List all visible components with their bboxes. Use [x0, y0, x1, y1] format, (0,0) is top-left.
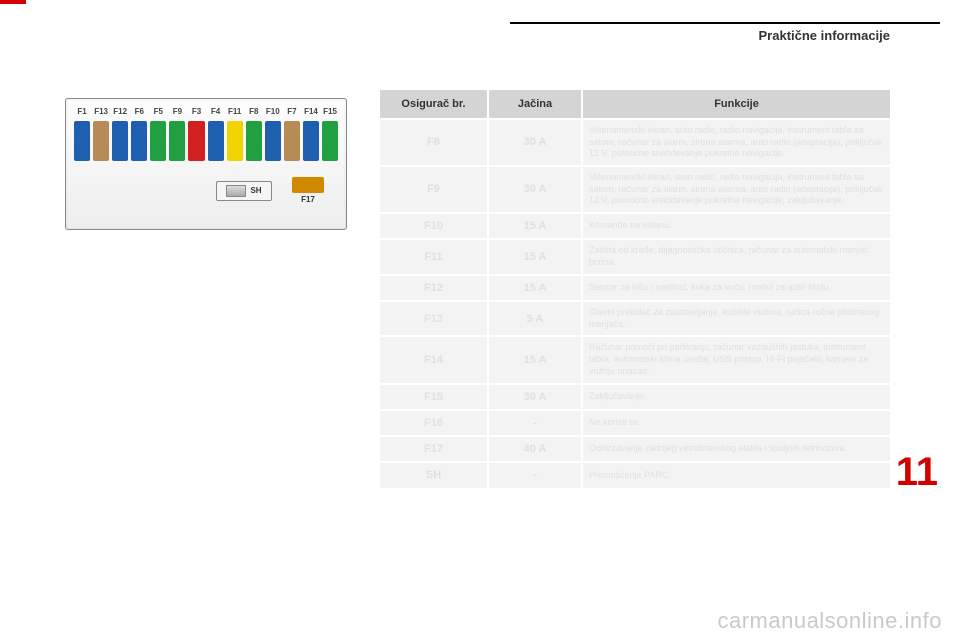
- fuse-label: F12: [112, 107, 128, 116]
- table-cell-function: Ne koristi se.: [583, 411, 890, 435]
- fuse-table: Osigurač br. Jačina Funkcije F830 AVišen…: [380, 90, 890, 490]
- table-row: F1015 AKomande na volanu.: [380, 214, 890, 238]
- table-cell-number: F9: [380, 167, 487, 212]
- table-cell-function: Odmrzavanje zadnjeg vetrobranskog stakla…: [583, 437, 890, 461]
- fuse-block: [265, 121, 281, 161]
- fuse-block: [208, 121, 224, 161]
- table-cell-rating: 15 A: [489, 240, 581, 273]
- table-row: F1415 ARačunar pomoći pri parkiranju, ra…: [380, 337, 890, 382]
- table-cell-rating: 30 A: [489, 120, 581, 165]
- table-row: F16-Ne koristi se.: [380, 411, 890, 435]
- table-row: F830 AVišenamenski ekran, auto radio, ra…: [380, 120, 890, 165]
- table-cell-number: F13: [380, 302, 487, 335]
- fuse-block: [74, 121, 90, 161]
- table-cell-rating: 30 A: [489, 167, 581, 212]
- table-cell-number: F14: [380, 337, 487, 382]
- table-cell-number: SH: [380, 463, 487, 487]
- table-cell-number: F16: [380, 411, 487, 435]
- table-cell-rating: 30 A: [489, 385, 581, 409]
- watermark-text: carmanualsonline.info: [717, 608, 942, 633]
- table-cell-function: Premošćenje PARC.: [583, 463, 890, 487]
- fuse-block: [246, 121, 262, 161]
- table-cell-rating: -: [489, 463, 581, 487]
- header-divider: [510, 22, 940, 24]
- fuse-label: F15: [322, 107, 338, 116]
- fuse-label: F1: [74, 107, 90, 116]
- table-cell-number: F12: [380, 276, 487, 300]
- table-row: SH-Premošćenje PARC.: [380, 463, 890, 487]
- table-cell-rating: 15 A: [489, 214, 581, 238]
- table-row: F1115 AZaštita od krađe, dijagnostička u…: [380, 240, 890, 273]
- fuse-diagram: F1F13F12F6F5F9F3 F4F11F8F10F7F14F15 SH F1…: [65, 98, 347, 230]
- fuses-row: [66, 121, 346, 161]
- fuse-block: [188, 121, 204, 161]
- table-cell-number: F8: [380, 120, 487, 165]
- page-title-text: Praktične informacije: [759, 28, 891, 43]
- fuse-label: F8: [246, 107, 262, 116]
- fuse-label: F3: [188, 107, 204, 116]
- table-cell-function: Zaštita od krađe, dijagnostička utičnica…: [583, 240, 890, 273]
- table-cell-rating: 15 A: [489, 337, 581, 382]
- table-header-number: Osigurač br.: [380, 90, 487, 118]
- fuse-block: [303, 121, 319, 161]
- fuse-labels-row: F1F13F12F6F5F9F3 F4F11F8F10F7F14F15: [66, 107, 346, 116]
- fuse-label: F14: [303, 107, 319, 116]
- fuse-block: [227, 121, 243, 161]
- fuse-bottom-row: SH F17: [66, 177, 346, 204]
- table-cell-function: Višenamenski ekran, auto radio, radio na…: [583, 167, 890, 212]
- table-cell-function: Zaključavanje.: [583, 385, 890, 409]
- fuse-label: F7: [284, 107, 300, 116]
- table-cell-function: Senzor za kišu / svetlost, kuka za vuču,…: [583, 276, 890, 300]
- table-row: F1530 AZaključavanje.: [380, 385, 890, 409]
- table-cell-rating: 15 A: [489, 276, 581, 300]
- f17-label: F17: [301, 195, 315, 204]
- fuse-block: [284, 121, 300, 161]
- table-cell-function: Višenamenski ekran, auto radio, radio na…: [583, 120, 890, 165]
- table-cell-function: Glavni prekidač za zaustavljanje, kućišt…: [583, 302, 890, 335]
- table-header-row: Osigurač br. Jačina Funkcije: [380, 90, 890, 118]
- table-header-function: Funkcije: [583, 90, 890, 118]
- f17-block: [292, 177, 324, 193]
- table-cell-function: Komande na volanu.: [583, 214, 890, 238]
- sh-label: SH: [250, 186, 261, 195]
- fuse-label: F4: [208, 107, 224, 116]
- table-cell-number: F15: [380, 385, 487, 409]
- fuse-label: F10: [265, 107, 281, 116]
- table-cell-rating: -: [489, 411, 581, 435]
- fuse-label: F11: [227, 107, 243, 116]
- chapter-number-text: 11: [896, 450, 938, 494]
- fuse-block: [112, 121, 128, 161]
- table-row: F930 AVišenamenski ekran, auto radio, ra…: [380, 167, 890, 212]
- fuse-block: [322, 121, 338, 161]
- fuse-block: [169, 121, 185, 161]
- sh-box: SH: [216, 181, 272, 201]
- table-header-rating: Jačina: [489, 90, 581, 118]
- table-row: F1215 ASenzor za kišu / svetlost, kuka z…: [380, 276, 890, 300]
- fuse-block: [131, 121, 147, 161]
- fuse-block: [150, 121, 166, 161]
- table-cell-number: F11: [380, 240, 487, 273]
- table-row: F1740 AOdmrzavanje zadnjeg vetrobranskog…: [380, 437, 890, 461]
- fuse-label: F6: [131, 107, 147, 116]
- table-row: F135 AGlavni prekidač za zaustavljanje, …: [380, 302, 890, 335]
- fuse-label: F5: [150, 107, 166, 116]
- page-title: Praktične informacije: [759, 28, 891, 43]
- f17-box: F17: [292, 177, 324, 204]
- sh-block: [226, 185, 246, 197]
- table-cell-rating: 40 A: [489, 437, 581, 461]
- chapter-number: 11 11: [896, 450, 938, 495]
- fuse-block: [93, 121, 109, 161]
- table-cell-rating: 5 A: [489, 302, 581, 335]
- watermark: carmanualsonline.info: [717, 608, 942, 634]
- fuse-label: F9: [169, 107, 185, 116]
- table-cell-function: Računar pomoći pri parkiranju, računar v…: [583, 337, 890, 382]
- fuse-label: F13: [93, 107, 109, 116]
- table-cell-number: F10: [380, 214, 487, 238]
- table-cell-number: F17: [380, 437, 487, 461]
- red-accent-tab: [0, 0, 26, 4]
